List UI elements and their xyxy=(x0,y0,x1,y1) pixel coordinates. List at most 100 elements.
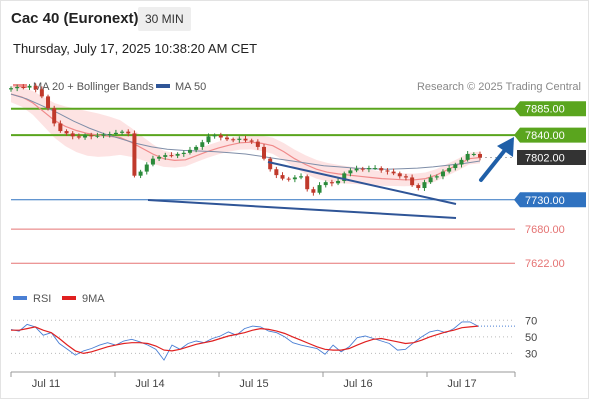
candle-body xyxy=(447,168,452,172)
candle-body xyxy=(70,133,75,137)
chart-title: Cac 40 (Euronext) xyxy=(11,10,139,27)
candle-body xyxy=(434,176,439,178)
candle-body xyxy=(249,140,254,142)
rsi-series-9ma xyxy=(11,325,479,355)
candle-body xyxy=(95,135,100,137)
candle-body xyxy=(83,135,88,138)
level-tag-7802.00 xyxy=(517,149,586,165)
credit-label: Research © 2025 Trading Central xyxy=(417,81,581,93)
rsi-panel: 70 50 30 xyxy=(10,315,537,361)
candle-body xyxy=(212,135,217,137)
forecast-arrow-shaft xyxy=(479,148,507,182)
candle-body xyxy=(453,164,458,169)
interval-button[interactable]: 30 MIN xyxy=(138,7,191,31)
rsi-legend: RSI 9MA xyxy=(13,293,105,305)
candle-body xyxy=(471,153,476,155)
upper-trendline xyxy=(267,161,457,205)
candle-body xyxy=(175,153,180,156)
price-legend: MA 20 + Bollinger Bands MA 50 Research ©… xyxy=(13,81,581,93)
rsi-ma-legend-swatch xyxy=(62,296,76,300)
candle-body xyxy=(107,134,112,135)
time-tick-label-0: Jul 11 xyxy=(32,378,61,390)
candle-body xyxy=(286,178,291,180)
rsi-ma-legend-label: 9MA xyxy=(82,293,105,305)
candle-body xyxy=(416,185,421,189)
time-tick-label-3: Jul 16 xyxy=(343,378,372,390)
candle-body xyxy=(323,182,328,186)
trendlines xyxy=(147,137,514,219)
candle-body xyxy=(64,131,69,134)
candle-body xyxy=(39,89,44,97)
candle-body xyxy=(403,176,408,178)
candle-body xyxy=(428,177,433,183)
chart-datetime: Thursday, July 17, 2025 10:38:20 AM CET xyxy=(13,41,258,56)
candle-body xyxy=(237,138,242,140)
time-tick-label-4: Jul 17 xyxy=(447,378,476,390)
rsi-series-rsi xyxy=(10,321,479,361)
ma20-line xyxy=(10,93,481,181)
candle-body xyxy=(366,168,371,170)
ma50-line xyxy=(10,93,481,170)
candle-body xyxy=(206,136,211,143)
candle-body xyxy=(292,177,297,180)
candle-body xyxy=(360,168,365,170)
candle-body xyxy=(231,139,236,141)
rsi-tick-50: 50 xyxy=(525,332,537,344)
ma50-legend-swatch xyxy=(156,84,170,88)
candle-body xyxy=(478,153,482,158)
candle-body xyxy=(157,156,162,159)
level-label-7622.00: 7622.00 xyxy=(525,258,565,270)
rsi-tick-70: 70 xyxy=(525,315,537,327)
candle-body xyxy=(311,189,316,193)
candle-body xyxy=(397,173,402,177)
candle-body xyxy=(144,164,149,172)
level-tags: 7885.00 7840.00 7802.00 7730.00 7680.00 7622.… xyxy=(514,101,586,270)
candle-body xyxy=(101,134,106,136)
candle-body xyxy=(113,132,118,134)
candle-body xyxy=(132,133,137,176)
candle-body xyxy=(465,153,470,160)
time-tick-label-1: Jul 14 xyxy=(135,378,164,390)
candle-body xyxy=(342,173,347,181)
candle-body xyxy=(274,169,279,176)
candle-body xyxy=(150,158,155,165)
candle-body xyxy=(126,131,131,134)
candle-body xyxy=(348,170,353,174)
candle-body xyxy=(181,152,186,154)
level-tag-7840.00 xyxy=(514,127,586,143)
candle-body xyxy=(299,176,304,178)
forecast-arrow-head xyxy=(497,137,514,157)
time-tick-label-2: Jul 15 xyxy=(239,378,268,390)
candle-body xyxy=(305,176,310,190)
candle-body xyxy=(317,185,322,193)
candle-body xyxy=(218,135,223,138)
candle-body xyxy=(52,108,57,124)
candle-body xyxy=(163,155,168,157)
candle-body xyxy=(391,171,396,174)
candle-body xyxy=(169,155,174,157)
candle-body xyxy=(268,158,273,170)
candle-body xyxy=(385,170,390,172)
candle-body xyxy=(280,175,285,179)
candle-body xyxy=(410,177,415,186)
level-tag-7885.00 xyxy=(514,101,586,117)
candle-body xyxy=(27,85,32,88)
candle-body xyxy=(76,136,81,138)
candle-body xyxy=(58,123,63,132)
candle-body xyxy=(89,135,94,137)
ma50-legend-label: MA 50 xyxy=(175,81,206,93)
candle-body xyxy=(187,149,192,153)
level-label-7730.00: 7730.00 xyxy=(525,195,565,207)
lower-trendline xyxy=(147,199,457,219)
level-label-7885.00: 7885.00 xyxy=(525,104,565,116)
candle-body xyxy=(200,142,205,147)
rsi-tick-30: 30 xyxy=(525,348,537,360)
candle-body xyxy=(373,168,378,170)
candle-body xyxy=(440,171,445,177)
candle-body xyxy=(194,146,199,150)
candle-body xyxy=(243,138,248,141)
candle-body xyxy=(422,182,427,189)
candle-body xyxy=(262,146,267,159)
level-tag-7730.00 xyxy=(514,192,586,208)
